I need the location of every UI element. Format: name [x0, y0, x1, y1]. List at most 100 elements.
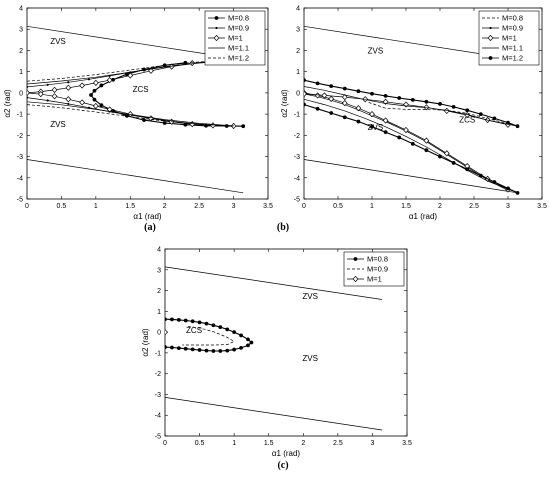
data-point-c-2-0	[165, 328, 168, 336]
data-point-c-0-15	[239, 346, 243, 350]
data-point-b-6-13	[478, 112, 483, 117]
data-point-a-4-1	[37, 91, 44, 98]
chart-panel-a: 0 0.5 1 1.5 2 2.5 3 3.5 -5 -4 -3 -2 -1 0 1 2 3 4 α1 (rad) α…	[3, 6, 273, 234]
data-point-a-4-2	[51, 93, 58, 100]
data-point-b-3-3	[362, 96, 369, 103]
data-point-b-7-3	[342, 115, 347, 120]
x-tick-label-c-1: 0.5	[195, 440, 205, 447]
y-tick-label-b-9: 4	[296, 6, 300, 13]
data-point-a-0-8	[92, 97, 97, 102]
series-line-c-1	[182, 325, 235, 346]
x-tick-label-c-0: 0	[163, 440, 167, 447]
y-tick-label-a-5: 0	[19, 90, 23, 97]
data-point-b-7-12	[465, 167, 470, 172]
x-axis-label-a: α1 (rad)	[133, 212, 162, 221]
y-tick-label-a-4: -1	[17, 112, 23, 119]
x-tick-label-a-5: 2.5	[194, 203, 204, 210]
y-tick-label-b-8: 3	[296, 27, 300, 34]
data-point-b-6-6	[383, 93, 388, 98]
data-point-a-4-6	[106, 106, 113, 113]
plot-area-c	[165, 266, 383, 431]
data-point-b-7-8	[410, 141, 415, 146]
data-point-c-0-18	[218, 349, 223, 353]
data-point-c-0-19	[211, 349, 216, 353]
x-tick-label-b-2: 1	[370, 203, 374, 210]
data-point-c-0-4	[190, 319, 195, 324]
x-tick-label-a-2: 1	[94, 203, 98, 210]
data-point-b-7-16	[515, 190, 520, 195]
y-tick-label-c-8: 3	[157, 267, 161, 274]
legend-marker-b-1	[489, 26, 492, 30]
region-label-a-1: ZCS	[133, 85, 149, 94]
data-point-b-6-10	[438, 102, 442, 106]
data-point-c-0-11	[239, 333, 243, 338]
panel-caption-a: (a)	[144, 222, 156, 233]
x-tick-label-b-6: 3	[506, 203, 510, 210]
data-point-a-3-10	[189, 60, 196, 67]
data-point-c-0-10	[232, 330, 237, 335]
data-point-a-0-5	[99, 83, 104, 88]
data-point-c-0-14	[246, 343, 250, 348]
boundary-line-c-0	[165, 266, 383, 300]
data-point-a-3-7	[127, 72, 134, 79]
data-point-b-2-8	[423, 137, 430, 144]
y-tick-label-b-1: -4	[294, 175, 300, 182]
data-point-b-7-13	[478, 173, 483, 178]
data-point-a-4-4	[79, 99, 85, 106]
legend-label-a-0: M=0.8	[228, 14, 249, 23]
legend-marker-a-2	[213, 34, 220, 42]
data-point-b-7-15	[506, 186, 510, 191]
data-point-b-3-1	[321, 92, 328, 99]
y-tick-label-c-6: 1	[157, 309, 161, 316]
data-point-b-2-3	[341, 99, 348, 107]
y-tick-label-c-1: -4	[155, 413, 161, 420]
x-tick-label-a-1: 0.5	[57, 203, 67, 210]
data-point-b-7-10	[438, 154, 442, 159]
data-point-c-0-20	[204, 348, 209, 353]
data-point-a-0-6	[92, 88, 97, 93]
y-tick-label-a-3: -2	[17, 133, 23, 140]
y-tick-label-b-2: -3	[294, 154, 300, 161]
legend-label-c-2: M=1	[367, 275, 382, 284]
data-point-c-0-21	[197, 348, 202, 352]
data-point-b-2-5	[369, 110, 375, 118]
y-axis-label-c: α2 (rad)	[141, 328, 150, 357]
data-point-a-4-3	[65, 96, 72, 103]
data-point-b-6-11	[451, 104, 456, 109]
data-point-b-2-7	[403, 126, 409, 134]
data-point-a-4-7	[127, 110, 134, 118]
axes-frame-c	[164, 248, 408, 437]
legend-label-a-2: M=1	[228, 34, 243, 43]
data-point-c-0-17	[225, 348, 230, 353]
data-point-a-1-0	[27, 85, 29, 89]
legend-label-b-2: M=1	[502, 34, 517, 43]
y-tick-label-a-8: 3	[19, 27, 23, 34]
data-point-c-0-6	[204, 321, 209, 326]
data-point-c-0-7	[211, 323, 216, 328]
data-point-a-4-5	[92, 102, 99, 110]
legend-label-c-0: M=0.8	[367, 255, 388, 264]
data-point-c-0-12	[246, 337, 250, 342]
data-point-c-0-16	[232, 347, 237, 352]
data-point-b-2-9	[443, 150, 450, 157]
data-point-a-3-3	[65, 84, 72, 91]
data-point-a-3-4	[79, 82, 85, 89]
data-point-b-6-0	[304, 78, 306, 83]
data-point-c-0-3	[183, 318, 188, 323]
y-tick-label-b-6: 1	[296, 69, 300, 76]
region-label-c-0: ZVS	[302, 292, 318, 301]
y-tick-label-a-1: -4	[17, 175, 23, 182]
data-point-a-0-7	[89, 93, 93, 97]
data-point-a-0-9	[99, 103, 104, 108]
x-tick-label-c-7: 3.5	[402, 440, 412, 447]
y-tick-label-c-9: 4	[157, 247, 161, 254]
legend-label-a-4: M=1.2	[228, 54, 249, 63]
data-point-b-6-2	[329, 84, 334, 88]
x-tick-label-a-0: 0	[25, 203, 29, 210]
data-point-c-0-9	[225, 327, 230, 332]
chart-panel-b: 0 0.5 1 1.5 2 2.5 3 3.5 -5 -4 -3 -2 -1 0 1 2 3 4 α1 (rad) α…	[277, 6, 547, 234]
legend-marker-a-0	[214, 16, 219, 20]
y-tick-label-a-0: -5	[17, 197, 23, 204]
data-point-c-0-22	[190, 347, 195, 352]
region-label-c-2: ZVS	[302, 354, 318, 363]
